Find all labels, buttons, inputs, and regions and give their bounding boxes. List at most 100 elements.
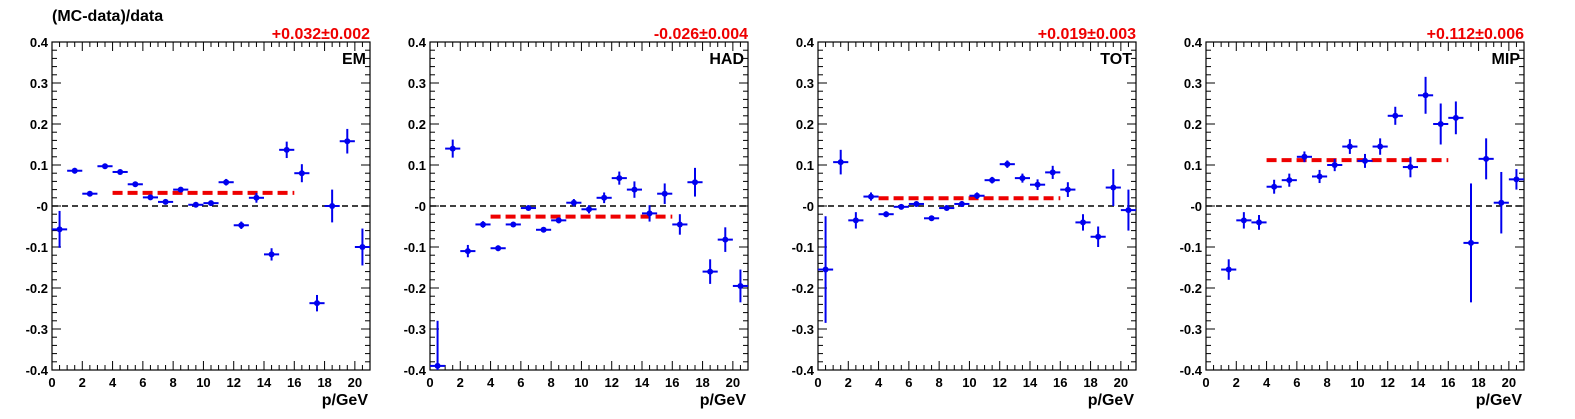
- data-marker: [837, 159, 844, 166]
- x-tick-label: 2: [457, 375, 464, 390]
- y-tick-label: 0.1: [30, 158, 48, 173]
- data-marker: [974, 192, 980, 199]
- data-point: [611, 171, 627, 185]
- x-tick-label: 2: [1233, 375, 1240, 390]
- x-axis-label: p/GeV: [700, 392, 747, 409]
- data-marker: [1271, 183, 1278, 190]
- data-point: [279, 141, 295, 159]
- data-marker: [359, 244, 366, 250]
- data-point: [878, 211, 894, 218]
- x-tick-label: 10: [1350, 375, 1364, 390]
- x-tick-label: 16: [665, 375, 679, 390]
- data-point: [294, 164, 310, 183]
- data-point: [717, 227, 733, 252]
- data-marker: [586, 206, 592, 213]
- x-tick-label: 0: [1202, 375, 1209, 390]
- fit-result-text: -0.026±0.004: [654, 26, 748, 43]
- data-point: [1342, 139, 1358, 154]
- data-marker: [1240, 217, 1247, 224]
- data-point: [1508, 169, 1524, 190]
- data-marker: [192, 201, 199, 208]
- data-marker: [692, 179, 698, 186]
- data-marker: [661, 190, 668, 197]
- panel-label: TOT: [1100, 51, 1132, 68]
- data-point: [264, 248, 280, 261]
- data-point: [1312, 169, 1328, 184]
- data-marker: [434, 362, 441, 369]
- panel-had: -0.4 -0.3 -0.2 -0.1 -0 0.1 0.2 0.3 0.4 0 2 4 6 8 10 12 1…: [404, 26, 749, 409]
- data-marker: [525, 205, 532, 212]
- x-tick-label: 0: [48, 375, 55, 390]
- data-marker: [707, 268, 714, 275]
- data-point: [984, 176, 1000, 184]
- data-point: [460, 244, 476, 258]
- y-tick-label: 0.1: [796, 158, 814, 173]
- data-point: [687, 167, 703, 197]
- data-marker: [1437, 121, 1444, 127]
- data-marker: [676, 221, 683, 228]
- data-marker: [555, 217, 562, 224]
- x-tick-label: 20: [726, 375, 740, 390]
- data-point: [1478, 138, 1494, 180]
- x-tick-label: 0: [426, 375, 433, 390]
- data-point: [445, 139, 461, 158]
- y-tick-label: -0: [802, 199, 814, 214]
- data-point: [969, 192, 985, 200]
- y-tick-label: -0: [1190, 199, 1202, 214]
- panel-label: EM: [342, 51, 366, 68]
- x-tick-label: 14: [1411, 375, 1426, 390]
- y-tick-label: -0.4: [26, 363, 49, 378]
- y-tick-label: 0.1: [408, 158, 426, 173]
- data-point: [1090, 226, 1106, 247]
- data-point: [939, 205, 955, 212]
- data-marker: [1346, 143, 1353, 150]
- x-tick-label: 10: [962, 375, 976, 390]
- data-point: [233, 221, 249, 229]
- y-tick-label: 0.3: [408, 76, 426, 91]
- x-tick-label: 12: [226, 375, 240, 390]
- y-tick-label: 0.4: [1184, 35, 1203, 50]
- data-marker: [1316, 173, 1323, 180]
- x-tick-label: 8: [1324, 375, 1331, 390]
- data-point: [1372, 138, 1388, 155]
- data-marker: [162, 198, 169, 205]
- data-marker: [1392, 112, 1399, 119]
- data-marker: [1483, 155, 1490, 162]
- y-tick-label: -0.1: [1180, 240, 1202, 255]
- data-point: [1387, 106, 1403, 125]
- data-point: [52, 210, 68, 248]
- data-marker: [510, 221, 517, 228]
- data-point: [188, 201, 204, 208]
- x-tick-label: 14: [257, 375, 272, 390]
- data-marker: [449, 145, 456, 152]
- data-marker: [1452, 114, 1459, 121]
- x-tick-label: 4: [875, 375, 883, 390]
- data-marker: [1125, 207, 1132, 214]
- data-marker: [314, 300, 320, 307]
- y-tick-label: 0.3: [30, 76, 48, 91]
- y-tick-label: 0.3: [1184, 76, 1202, 91]
- y-tick-label: 0.2: [1184, 117, 1202, 132]
- data-marker: [1422, 92, 1429, 99]
- data-marker: [56, 226, 63, 233]
- data-point: [818, 216, 834, 323]
- y-tick-label: 0.2: [796, 117, 814, 132]
- data-point: [732, 269, 748, 303]
- y-tick-label: 0.4: [796, 35, 815, 50]
- fit-result-text: +0.019±0.003: [1038, 26, 1136, 43]
- data-point: [1105, 169, 1121, 206]
- data-marker: [1095, 233, 1102, 240]
- data-point: [1045, 165, 1061, 179]
- data-point: [863, 192, 879, 201]
- x-tick-label: 18: [695, 375, 709, 390]
- y-tick-label: -0: [414, 199, 426, 214]
- data-marker: [495, 245, 502, 252]
- data-marker: [1377, 143, 1384, 150]
- data-point: [67, 167, 83, 174]
- data-point: [833, 149, 849, 175]
- data-point: [505, 221, 521, 228]
- y-tick-label: -0.2: [792, 281, 814, 296]
- x-tick-label: 8: [936, 375, 943, 390]
- data-marker: [268, 251, 275, 258]
